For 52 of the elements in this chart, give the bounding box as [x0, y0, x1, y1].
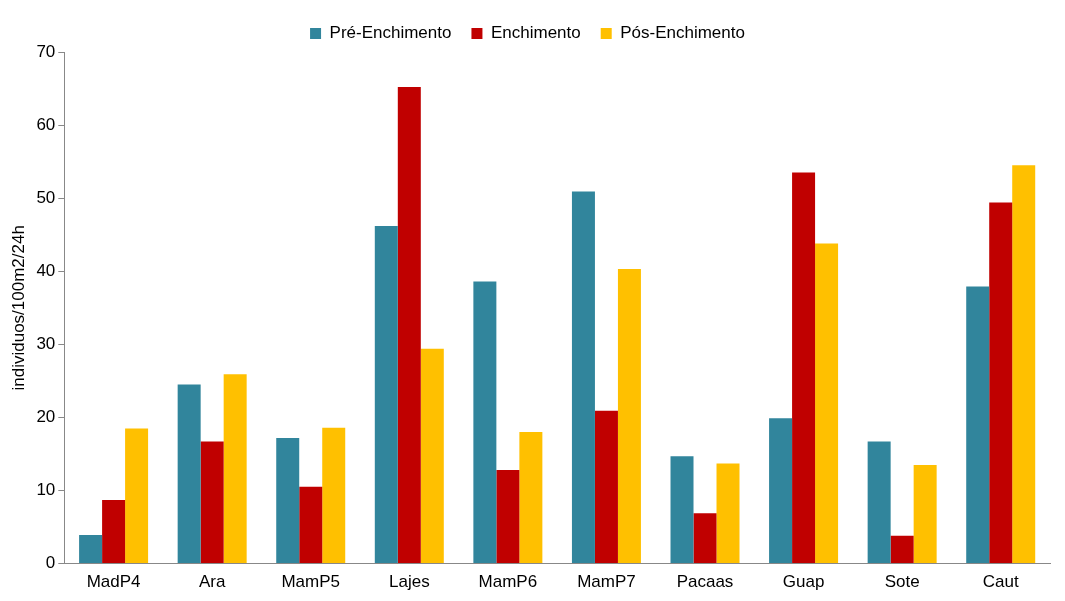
x-tick-label: MamP7	[577, 572, 636, 592]
x-tick-label: Ara	[198, 572, 226, 592]
bar	[1012, 165, 1036, 564]
bar	[867, 441, 891, 564]
x-tick-label: Lajes	[388, 572, 430, 592]
y-tick-label: 60	[36, 114, 56, 134]
bar	[397, 87, 421, 564]
x-tick-label: MadP4	[86, 572, 141, 592]
bar	[989, 202, 1013, 564]
legend-label: Enchimento	[490, 23, 581, 43]
x-tick-label: MamP5	[281, 572, 341, 592]
x-tick-label: Caut	[982, 572, 1019, 592]
x-tick-label: Pacaas	[676, 572, 734, 592]
bar	[519, 432, 543, 564]
bar	[890, 535, 914, 564]
legend-label: Pré-Enchimento	[329, 23, 452, 43]
y-tick-label: 50	[36, 187, 56, 207]
x-tick-label: Sote	[884, 572, 920, 592]
bar	[769, 418, 793, 564]
bar	[276, 437, 300, 564]
bar	[571, 191, 595, 564]
bar	[966, 286, 990, 564]
y-axis-title: individuos/100m2/24h	[8, 225, 28, 391]
y-tick-label: 0	[45, 553, 56, 573]
bar	[473, 281, 497, 564]
bar	[913, 464, 937, 564]
bar	[322, 427, 346, 564]
x-tick-label: Guap	[782, 572, 825, 592]
bar	[693, 513, 717, 564]
bar	[496, 470, 520, 564]
legend-label: Pós-Enchimento	[620, 23, 745, 43]
bar	[594, 410, 618, 564]
bar	[102, 500, 126, 564]
y-tick-label: 20	[36, 407, 56, 427]
bar	[299, 486, 323, 564]
y-tick-label: 30	[36, 334, 56, 354]
bar	[374, 225, 398, 564]
x-tick-label: MamP6	[478, 572, 538, 592]
bar	[200, 441, 224, 564]
bar	[125, 428, 149, 564]
bar	[716, 463, 740, 564]
bar	[617, 269, 641, 564]
bar	[792, 172, 816, 564]
bar	[670, 456, 694, 564]
bar	[177, 384, 201, 564]
bar	[420, 348, 444, 564]
y-tick-label: 40	[36, 260, 56, 280]
bar	[815, 243, 839, 564]
bar	[79, 535, 103, 564]
y-tick-label: 70	[36, 41, 56, 61]
bar	[223, 374, 247, 564]
y-tick-label: 10	[36, 480, 56, 500]
